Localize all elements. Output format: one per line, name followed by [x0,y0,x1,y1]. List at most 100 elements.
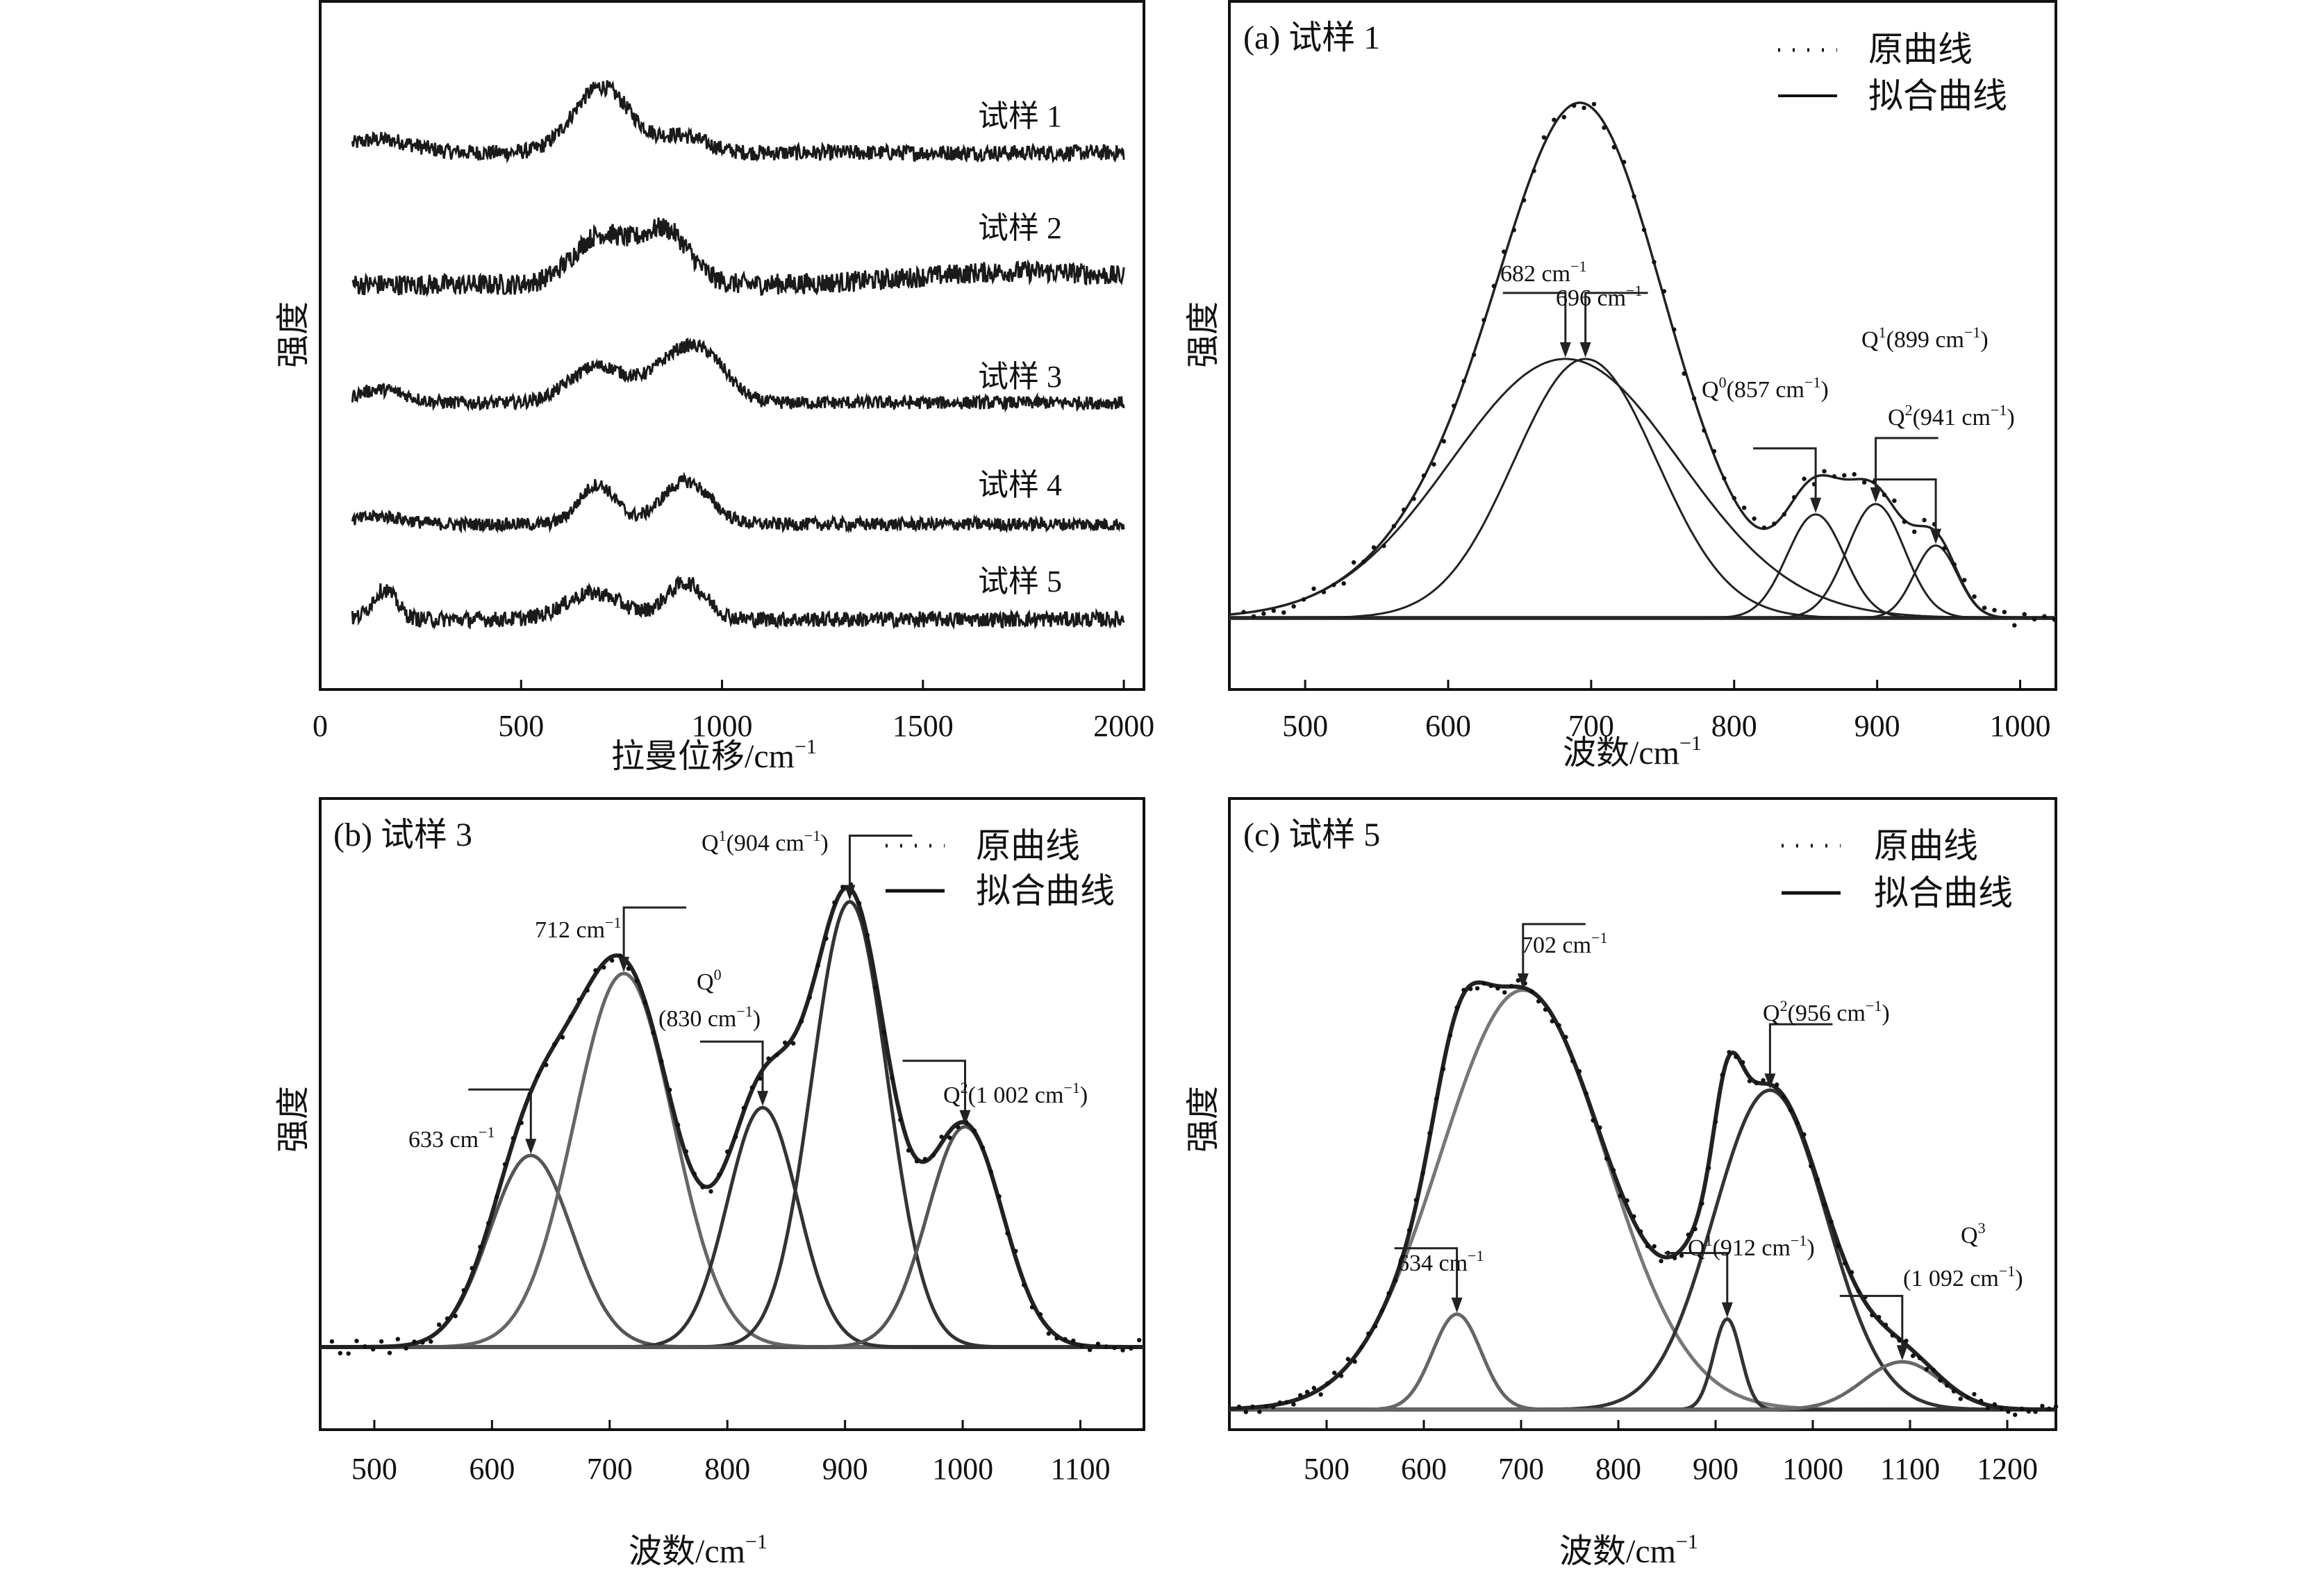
raman-series-line [351,575,1125,630]
raw-data-point [544,1062,549,1067]
annotation-text: ) [1882,1001,1889,1026]
raw-data-point [1870,1312,1875,1318]
raw-data-point [1992,1402,1997,1407]
raw-data-point [1985,1405,1991,1411]
raw-data-point [1029,1305,1035,1310]
annotation-leader-line [848,835,913,889]
raw-data-point [1691,396,1697,401]
raw-data-point [1672,327,1677,332]
raw-data-point [1917,1355,1923,1361]
annotation-arrow [1559,342,1571,358]
raw-data-point [1046,1331,1052,1336]
raw-data-point [1386,1291,1391,1296]
raw-data-point [1861,480,1867,485]
annotation-q0-857: Q0(857 cm−1) [1702,374,1829,403]
raw-data-point [1557,1023,1561,1028]
raw-data-point [1591,101,1597,107]
superscript: −1 [795,735,817,758]
raw-data-point [1611,144,1616,150]
raw-data-point [1095,1341,1101,1346]
raman-panel: 0 500 1000 1500 2000 试样 1 试样 2 试样 3 试样 4 试样 … [275,0,1154,775]
superscript: −1 [1063,1079,1079,1096]
raw-data-point [1406,1228,1412,1233]
raw-data-point [1802,1132,1807,1137]
x-tick-label: 1000 [1782,1452,1843,1486]
superscript: −1 [1991,401,2007,419]
annotation-text: 634 cm [1397,1251,1468,1276]
raw-data-point [1284,1400,1289,1405]
panel-a-y-axis-label: 强度 [1185,301,1222,368]
raw-data-point [1291,1402,1296,1407]
raw-data-point [1447,1033,1452,1038]
annotation-text: (904 cm [727,830,804,856]
component-peak-curve [320,899,1144,1349]
raw-data-point [429,1339,433,1344]
annotation-text: (912 cm [1713,1235,1791,1261]
x-tick-label: 1100 [1880,1452,1940,1486]
raw-data-point [1366,1331,1371,1337]
x-axis-label-text: 波数/cm [629,1533,745,1570]
annotation-text: ) [1820,377,1828,403]
raw-data-point [1686,1232,1691,1237]
x-tick-label: 800 [1711,709,1757,743]
raw-data-point [700,1185,705,1189]
raw-data-point [1391,524,1397,529]
raw-data-point [1454,1005,1459,1010]
raw-data-point [1372,1323,1378,1329]
raw-data-point [1752,516,1757,521]
annotation-q2-956: Q2(956 cm−1) [1763,997,1890,1026]
raw-data-point [939,1135,944,1139]
raw-data-point [1400,1254,1405,1260]
raw-data-point [1359,1344,1364,1350]
superscript: −1 [1964,324,1980,341]
x-tick-label: 900 [1854,709,1900,743]
x-tick-label: 1100 [1050,1452,1110,1486]
raman-y-axis-label: 强度 [275,301,312,368]
raw-data-point [1536,998,1541,1004]
raw-data-point [1112,1346,1117,1351]
raw-data-point [1488,983,1493,989]
x-tick-label: 600 [1401,1452,1447,1486]
annotation-q1-912: Q1(912 cm−1) [1688,1232,1815,1261]
annotation-leader-line [1873,478,1937,533]
raw-data-point [1795,1120,1800,1126]
raw-data-point [1782,512,1786,517]
raw-data-point [1792,495,1797,500]
raw-data-point [1351,560,1356,565]
annotation-text: (1 092 cm [1903,1266,1999,1291]
raw-data-point [1809,1164,1813,1169]
raw-data-point [1325,1381,1330,1386]
raman-x-axis-label: 拉曼位移/cm−1 [611,735,817,775]
raw-data-point [519,1120,524,1126]
raw-data-point [1137,1337,1142,1343]
raw-data-point [1902,519,1907,524]
annotation-leader-line [622,906,687,961]
panel-a-x-axis-label: 波数/cm−1 [1563,732,1702,771]
raw-data-point [552,1042,557,1047]
superscript: 1 [1879,324,1886,341]
x-tick-label: 1000 [692,709,753,743]
legend-raw-label: 原曲线 [976,826,1080,865]
panel-c-annotations: 634 cm−1 702 cm−1 Q1(912 cm−1) Q2(956 cm… [1397,929,2023,1291]
superscript: 3 [1978,1219,1986,1237]
annotation-arrow [1870,487,1882,503]
annotation-leader-line [1753,447,1817,502]
panel-c-y-axis-label: 强度 [1185,1086,1222,1153]
annotation-arrow [1517,973,1529,989]
x-tick-label: 2000 [1093,709,1154,743]
raman-series-label: 试样 5 [978,565,1062,599]
raw-data-point [1951,1389,1957,1394]
raw-data-point [1742,505,1747,510]
raw-data-point [1475,986,1480,991]
panel-c-x-ticks: 500 600 700 800 900 1000 1100 1200 [1304,1420,2038,1486]
raw-data-point [1641,227,1647,233]
raw-data-point [1543,1007,1548,1012]
raw-data-point [1338,1373,1344,1378]
raw-data-point [914,1159,920,1164]
raw-data-point [1965,1395,1970,1400]
raw-data-point [1251,614,1256,619]
raw-data-point [708,1189,713,1194]
raw-data-point [1291,604,1296,609]
annotation-leader-line [700,1040,764,1096]
raw-data-point [1577,1069,1582,1074]
